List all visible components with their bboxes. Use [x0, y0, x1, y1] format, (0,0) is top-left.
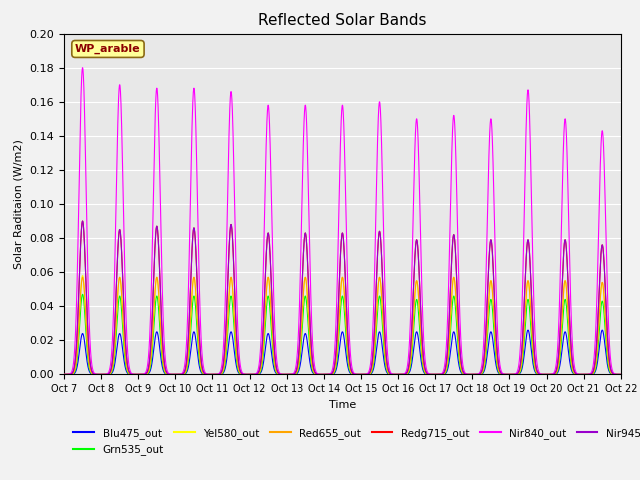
Nir840_out — [79, 65, 86, 71]
Nir840_out — [616, 372, 624, 377]
Blu475_out — [617, 372, 625, 377]
Redg715_out — [616, 372, 624, 377]
X-axis label: Time: Time — [329, 400, 356, 409]
Nir840_out — [467, 372, 475, 377]
Red655_out — [616, 372, 624, 377]
Blu475_out — [436, 372, 444, 377]
Text: WP_arable: WP_arable — [75, 44, 141, 54]
Nir840_out — [60, 372, 68, 377]
Yel580_out — [499, 372, 507, 377]
Line: Redg715_out: Redg715_out — [64, 221, 621, 374]
Nir945_out — [161, 359, 168, 364]
Nir945_out — [79, 218, 86, 224]
Yel580_out — [322, 372, 330, 377]
Legend: Blu475_out, Grn535_out, Yel580_out, Red655_out, Redg715_out, Nir840_out, Nir945_: Blu475_out, Grn535_out, Yel580_out, Red6… — [69, 424, 640, 459]
Redg715_out — [617, 372, 625, 377]
Grn535_out — [499, 372, 507, 377]
Red655_out — [79, 275, 86, 280]
Red655_out — [60, 372, 68, 377]
Nir840_out — [161, 339, 168, 345]
Yel580_out — [436, 372, 444, 377]
Redg715_out — [79, 218, 86, 224]
Blu475_out — [616, 372, 624, 377]
Redg715_out — [161, 359, 168, 364]
Redg715_out — [499, 372, 507, 377]
Line: Yel580_out: Yel580_out — [64, 276, 621, 374]
Grn535_out — [436, 372, 444, 377]
Nir840_out — [436, 372, 444, 377]
Grn535_out — [60, 372, 68, 377]
Redg715_out — [436, 372, 444, 377]
Blu475_out — [598, 327, 606, 333]
Nir945_out — [467, 372, 475, 377]
Blu475_out — [60, 372, 68, 377]
Nir840_out — [499, 371, 507, 376]
Yel580_out — [616, 372, 624, 377]
Grn535_out — [617, 372, 625, 377]
Nir945_out — [436, 372, 444, 377]
Line: Red655_out: Red655_out — [64, 277, 621, 374]
Red655_out — [322, 372, 330, 377]
Red655_out — [161, 365, 168, 371]
Grn535_out — [79, 291, 86, 297]
Grn535_out — [322, 372, 330, 377]
Blu475_out — [322, 372, 330, 377]
Grn535_out — [616, 372, 624, 377]
Grn535_out — [161, 368, 168, 373]
Red655_out — [499, 372, 507, 377]
Line: Nir945_out: Nir945_out — [64, 221, 621, 374]
Nir945_out — [616, 372, 624, 377]
Nir945_out — [60, 372, 68, 377]
Y-axis label: Solar Raditaion (W/m2): Solar Raditaion (W/m2) — [14, 139, 24, 269]
Nir840_out — [617, 372, 625, 377]
Grn535_out — [467, 372, 475, 377]
Redg715_out — [60, 372, 68, 377]
Yel580_out — [79, 273, 86, 278]
Red655_out — [617, 372, 625, 377]
Line: Grn535_out: Grn535_out — [64, 294, 621, 374]
Redg715_out — [467, 372, 475, 377]
Blu475_out — [499, 372, 506, 377]
Line: Nir840_out: Nir840_out — [64, 68, 621, 374]
Title: Reflected Solar Bands: Reflected Solar Bands — [258, 13, 427, 28]
Yel580_out — [467, 372, 475, 377]
Redg715_out — [322, 372, 330, 377]
Yel580_out — [617, 372, 625, 377]
Yel580_out — [161, 365, 168, 371]
Red655_out — [436, 372, 444, 377]
Blu475_out — [467, 372, 475, 377]
Nir945_out — [617, 372, 625, 377]
Yel580_out — [60, 372, 68, 377]
Nir840_out — [322, 372, 330, 377]
Nir945_out — [322, 372, 330, 377]
Line: Blu475_out: Blu475_out — [64, 330, 621, 374]
Blu475_out — [160, 369, 168, 375]
Red655_out — [467, 372, 475, 377]
Nir945_out — [499, 372, 507, 377]
